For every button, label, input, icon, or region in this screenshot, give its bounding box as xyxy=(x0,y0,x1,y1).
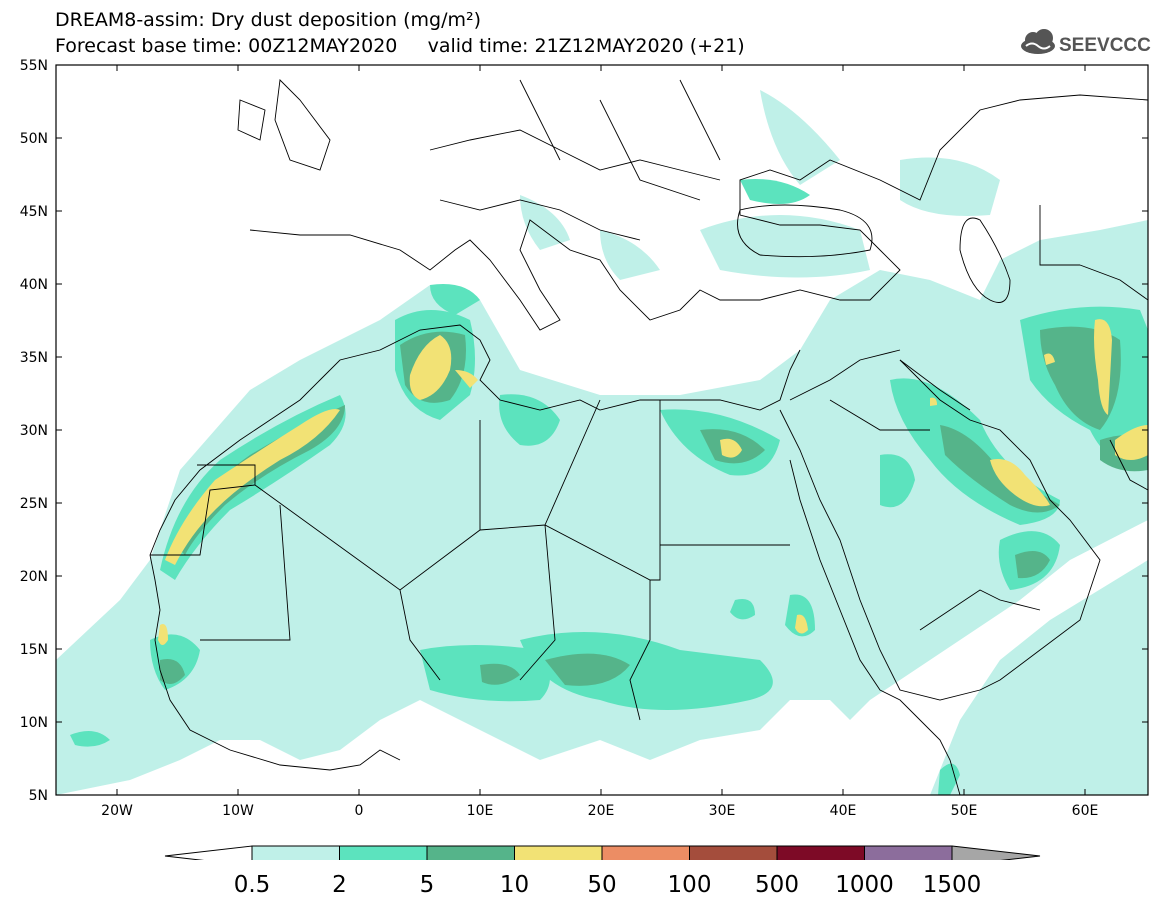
lon-label: 50E xyxy=(951,803,978,819)
black-sea-coastline xyxy=(737,204,873,258)
colorbar-label: 50 xyxy=(587,872,617,898)
coastlines-and-borders xyxy=(149,79,1148,795)
colorbar-swatch xyxy=(251,845,340,860)
north-africa-coastline xyxy=(149,324,801,556)
lon-label: 40E xyxy=(830,803,857,819)
british-isles xyxy=(237,79,331,171)
lat-label: 40N xyxy=(20,277,48,293)
deposition-level-0p5 xyxy=(56,90,1148,795)
lat-label: 20N xyxy=(20,569,48,585)
colorbar-swatch xyxy=(776,845,865,860)
east-africa-coastline xyxy=(789,459,961,795)
colorbar-swatch xyxy=(689,845,778,860)
lat-label: 30N xyxy=(20,423,48,439)
lon-label: 0 xyxy=(355,803,364,819)
lat-label: 50N xyxy=(20,131,48,147)
europe-borders xyxy=(429,79,721,241)
lat-label: 45N xyxy=(20,204,48,220)
forecast-time-subtitle: Forecast base time: 00Z12MAY2020 valid t… xyxy=(55,35,745,57)
lat-label: 55N xyxy=(20,58,48,74)
lat-label: 5N xyxy=(29,788,48,804)
lon-label: 10W xyxy=(222,803,254,819)
logo-text: SEEVCCC xyxy=(1059,35,1151,56)
latitude-labels: 55N 50N 45N 40N 35N 30N 25N 20N 15N 10N … xyxy=(20,58,48,804)
map-title: DREAM8-assim: Dry dust deposition (mg/m²… xyxy=(55,9,482,31)
colorbar-swatch xyxy=(426,845,515,860)
colorbar-label: 1000 xyxy=(835,872,894,898)
colorbar-swatch xyxy=(514,845,603,860)
cloud-icon xyxy=(1021,29,1055,54)
seevccc-logo: SEEVCCC xyxy=(1021,29,1151,56)
red-sea-coastline xyxy=(779,359,1101,701)
deposition-level-10 xyxy=(158,319,1148,645)
colorbar-swatch xyxy=(864,845,953,860)
colorbar xyxy=(164,845,1041,860)
colorbar-low-arrow xyxy=(164,845,253,860)
lon-label: 20W xyxy=(101,803,133,819)
caspian-coastline xyxy=(959,217,1011,303)
lat-label: 15N xyxy=(20,642,48,658)
europe-coastline xyxy=(249,94,1148,331)
deposition-fields xyxy=(56,90,1148,795)
latitude-ticks xyxy=(56,64,1148,796)
lat-label: 35N xyxy=(20,350,48,366)
lon-label: 60E xyxy=(1072,803,1099,819)
lon-label: 20E xyxy=(588,803,615,819)
colorbar-label: 5 xyxy=(419,872,435,898)
middle-east-borders xyxy=(789,205,1148,631)
lat-label: 25N xyxy=(20,496,48,512)
west-africa-coastline xyxy=(149,554,401,771)
colorbar-swatch xyxy=(601,845,690,860)
africa-borders xyxy=(150,399,790,721)
colorbar-high-arrow xyxy=(951,845,1041,860)
lon-label: 30E xyxy=(709,803,736,819)
longitude-labels: 20W 10W 0 10E 20E 30E 40E 50E 60E xyxy=(101,803,1098,819)
colorbar-label: 1500 xyxy=(922,872,982,898)
colorbar-label: 100 xyxy=(667,872,712,898)
longitude-ticks xyxy=(116,65,1086,795)
dust-deposition-map: 55N 50N 45N 40N 35N 30N 25N 20N 15N 10N … xyxy=(20,58,1149,860)
lon-label: 10E xyxy=(467,803,494,819)
colorbar-label: 500 xyxy=(755,872,799,898)
colorbar-label: 0.5 xyxy=(233,872,271,898)
colorbar-swatch xyxy=(339,845,428,860)
colorbar-label: 10 xyxy=(499,872,530,898)
colorbar-label: 2 xyxy=(332,872,347,898)
lat-label: 10N xyxy=(20,715,48,731)
